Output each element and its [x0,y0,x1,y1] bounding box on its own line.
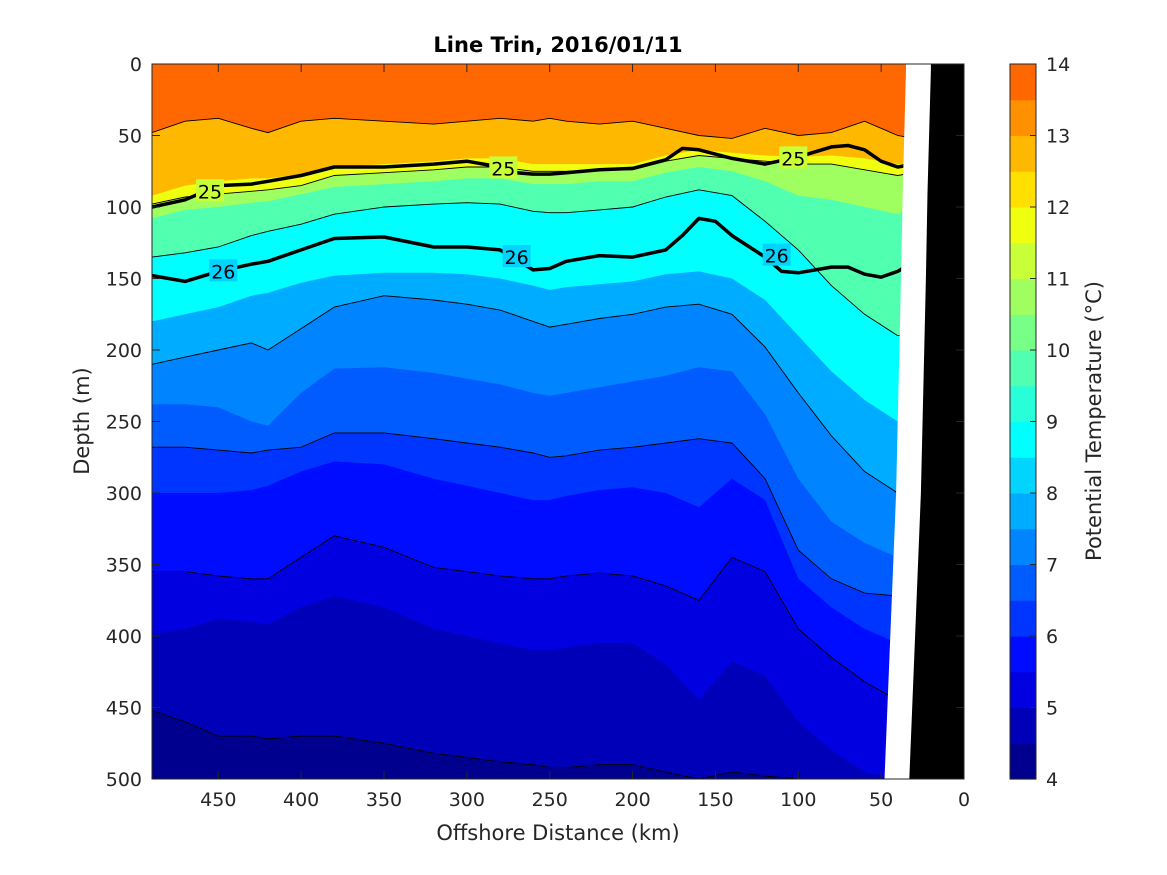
y-tick-label: 200 [106,340,142,362]
contour-label-26: 26 [505,247,529,269]
contour-label-bg [209,259,238,282]
y-tick-label: 350 [106,555,142,577]
y-tick-label: 100 [106,197,142,219]
contour-label-bg [196,179,224,202]
x-tick-label: 250 [532,789,568,811]
y-tick-label: 500 [106,769,142,791]
contour-label-bg [779,146,808,169]
density-contour-26 [152,216,931,284]
colorbar-tick-label: 13 [1046,126,1070,148]
thin-contour-line [152,189,915,337]
y-tick-label: 400 [106,626,142,648]
x-tick-label: 350 [366,789,402,811]
bathymetry-shelf [909,64,964,779]
colorbar-ticks: 4 5 6 7 8 9 10 11 12 13 14 [1030,54,1070,791]
colorbar-band [1010,99,1036,137]
plot-area [152,64,964,779]
x-tick-label: 450 [200,789,236,811]
colorbar-tick-label: 4 [1046,769,1058,791]
thin-contour-line [152,535,915,715]
y-tick-label: 50 [118,126,142,148]
x-tick-label: 150 [697,789,733,811]
colorbar-tick-label: 12 [1046,197,1070,219]
bathymetry-layer [884,64,964,779]
fill-band [152,596,964,779]
colorbar-band [1010,421,1036,458]
x-axis-ticks: 450 400 350 300 250 200 150 100 50 0 [200,64,970,811]
colorbar-tick-label: 10 [1046,340,1070,362]
contour-label-26: 26 [211,261,235,283]
colorbar-tick-label: 9 [1046,412,1058,434]
x-tick-label: 0 [958,789,970,811]
contour-label-bg [762,243,791,266]
x-tick-label: 50 [869,789,893,811]
colorbar: 4 5 6 7 8 9 10 11 12 13 14 Potential Temperature (… [1009,54,1106,791]
colorbar-band [1010,636,1036,673]
colorbar-band [1010,385,1036,423]
colorbar-bands [1010,64,1036,780]
thin-contour-line [152,709,915,779]
y-axis-ticks: 0 50 100 150 200 250 300 350 400 450 500 [106,54,964,791]
x-axis-label: Offshore Distance (km) [436,821,679,845]
y-tick-label: 300 [106,483,142,505]
x-tick-label: 400 [283,789,319,811]
colorbar-tick-label: 5 [1046,698,1058,720]
colorbar-band [1010,457,1036,494]
x-tick-label: 300 [449,789,485,811]
colorbar-tick-label: 6 [1046,626,1058,648]
y-tick-label: 450 [106,698,142,720]
chart-title: Line Trin, 2016/01/11 [433,33,682,57]
contour-label-bg [489,156,518,179]
contour-labels: 25 25 25 26 26 26 [196,146,808,283]
y-tick-label: 150 [106,269,142,291]
temperature-fill-bands [152,64,964,779]
density-contour-25 [152,143,932,209]
colorbar-band [1010,350,1036,387]
contour-label-25: 25 [781,148,805,170]
colorbar-band [1010,242,1036,280]
colorbar-tick-label: 7 [1046,555,1058,577]
colorbar-band [1010,600,1036,637]
contour-label-26: 26 [765,246,789,268]
colorbar-band [1010,493,1036,530]
thin-contour-lines [152,117,915,779]
thin-contour-line [152,117,915,139]
thin-contour-line [152,295,915,494]
contour-label-25: 25 [491,158,515,180]
contour-label-25: 25 [198,181,222,203]
colorbar-band [1010,171,1036,208]
colorbar-band [1010,707,1036,744]
colorbar-band [1010,135,1036,172]
thin-contour-line [152,432,915,601]
colorbar-band [1010,564,1036,601]
colorbar-tick-label: 11 [1046,269,1070,291]
y-axis-label: Depth (m) [70,367,94,474]
colorbar-band [1010,314,1036,351]
x-tick-label: 200 [614,789,650,811]
colorbar-tick-label: 14 [1046,54,1070,76]
colorbar-band [1010,671,1036,709]
colorbar-band [1010,64,1036,101]
colorbar-band [1010,528,1036,566]
colorbar-band [1010,278,1036,315]
x-tick-label: 100 [780,789,816,811]
colorbar-tick-label: 8 [1046,483,1058,505]
y-tick-label: 0 [130,54,142,76]
fill-band [152,710,964,779]
colorbar-label: Potential Temperature (°C) [1082,281,1106,561]
contour-label-bg [502,245,531,268]
y-tick-label: 250 [106,412,142,434]
colorbar-band [1010,207,1036,244]
colorbar-band [1010,743,1036,780]
density-contour-lines [152,143,932,284]
